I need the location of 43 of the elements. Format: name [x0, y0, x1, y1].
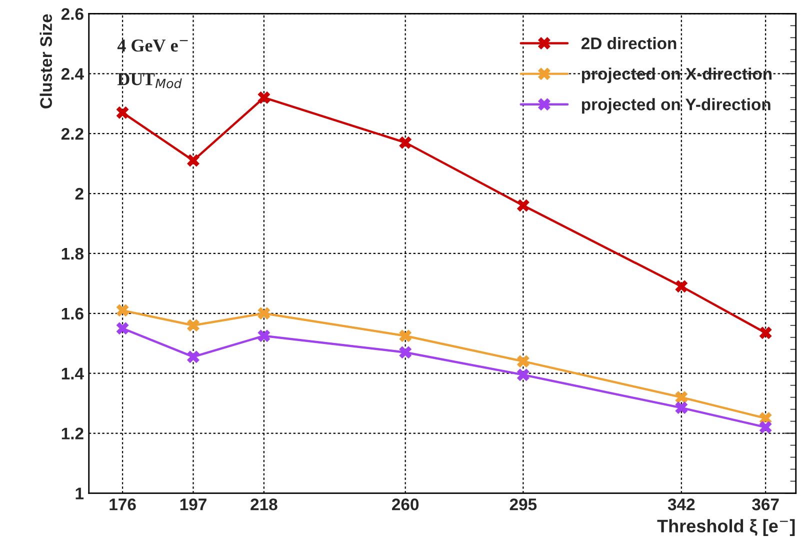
x-tick-label: 342 [668, 498, 695, 510]
y-tick-label: 1.8 [62, 248, 84, 260]
point [516, 355, 530, 368]
y-tick-label: 2.6 [61, 8, 84, 20]
y-tick-label: 1.6 [62, 308, 84, 320]
x-axis-title: Threshold ξ [e$^{−}$] [657, 519, 795, 536]
x-tick-label: 295 [510, 498, 537, 510]
annotation: 4 GeV e$^{−}$ [117, 40, 188, 52]
point [116, 322, 129, 335]
y-tick-label: 2.2 [61, 128, 84, 140]
point [399, 136, 412, 149]
point [675, 391, 688, 404]
point [675, 402, 688, 414]
x-tick-label: 218 [250, 498, 278, 510]
point [116, 304, 129, 317]
x-tick-label: 197 [180, 498, 206, 510]
point [258, 330, 270, 342]
point [186, 350, 200, 364]
y-tick-label: 1.4 [62, 368, 84, 380]
x-tick-label: 176 [110, 498, 136, 510]
point [186, 319, 200, 332]
y-tick-label: 1 [76, 488, 84, 500]
point [399, 330, 412, 342]
x-tick-label: 260 [392, 498, 419, 510]
point [399, 346, 412, 359]
point [516, 199, 530, 212]
point [258, 91, 270, 104]
point [116, 106, 129, 119]
point [675, 280, 688, 293]
point [759, 326, 772, 340]
y-axis-title: Cluster Size [40, 14, 52, 108]
y-tick-label: 2.4 [61, 68, 84, 80]
y-tick-label: 2 [75, 188, 84, 200]
y-tick-label: 1.2 [62, 428, 84, 440]
point [759, 421, 772, 434]
annotation: DUT$_{Mod}$ [117, 73, 182, 88]
legend-label: projected on X-direction [582, 68, 772, 84]
point [516, 368, 530, 382]
x-tick-label: 367 [752, 498, 779, 510]
point [258, 307, 270, 320]
legend-label: 2D direction [581, 37, 676, 50]
legend-label: projected on Y-direction [582, 98, 770, 114]
point [186, 154, 200, 167]
